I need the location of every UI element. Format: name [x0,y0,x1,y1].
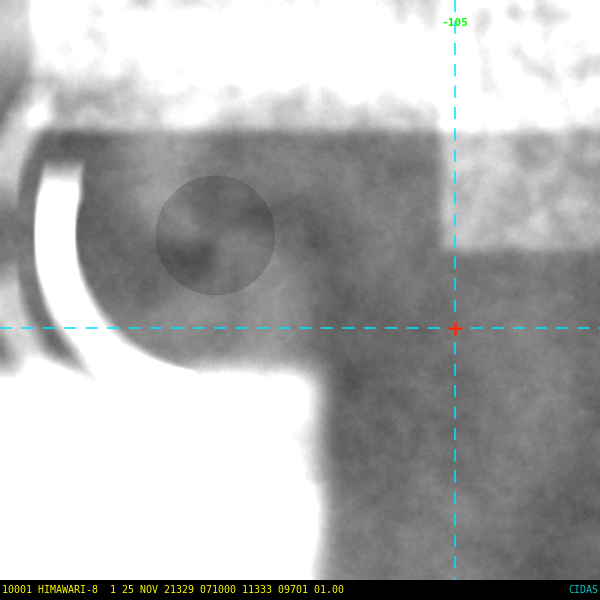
Text: -105: -105 [442,18,469,28]
Text: CIDAS: CIDAS [568,585,598,595]
Text: 10001 HIMAWARI-8  1 25 NOV 21329 071000 11333 09701 01.00: 10001 HIMAWARI-8 1 25 NOV 21329 071000 1… [2,585,344,595]
